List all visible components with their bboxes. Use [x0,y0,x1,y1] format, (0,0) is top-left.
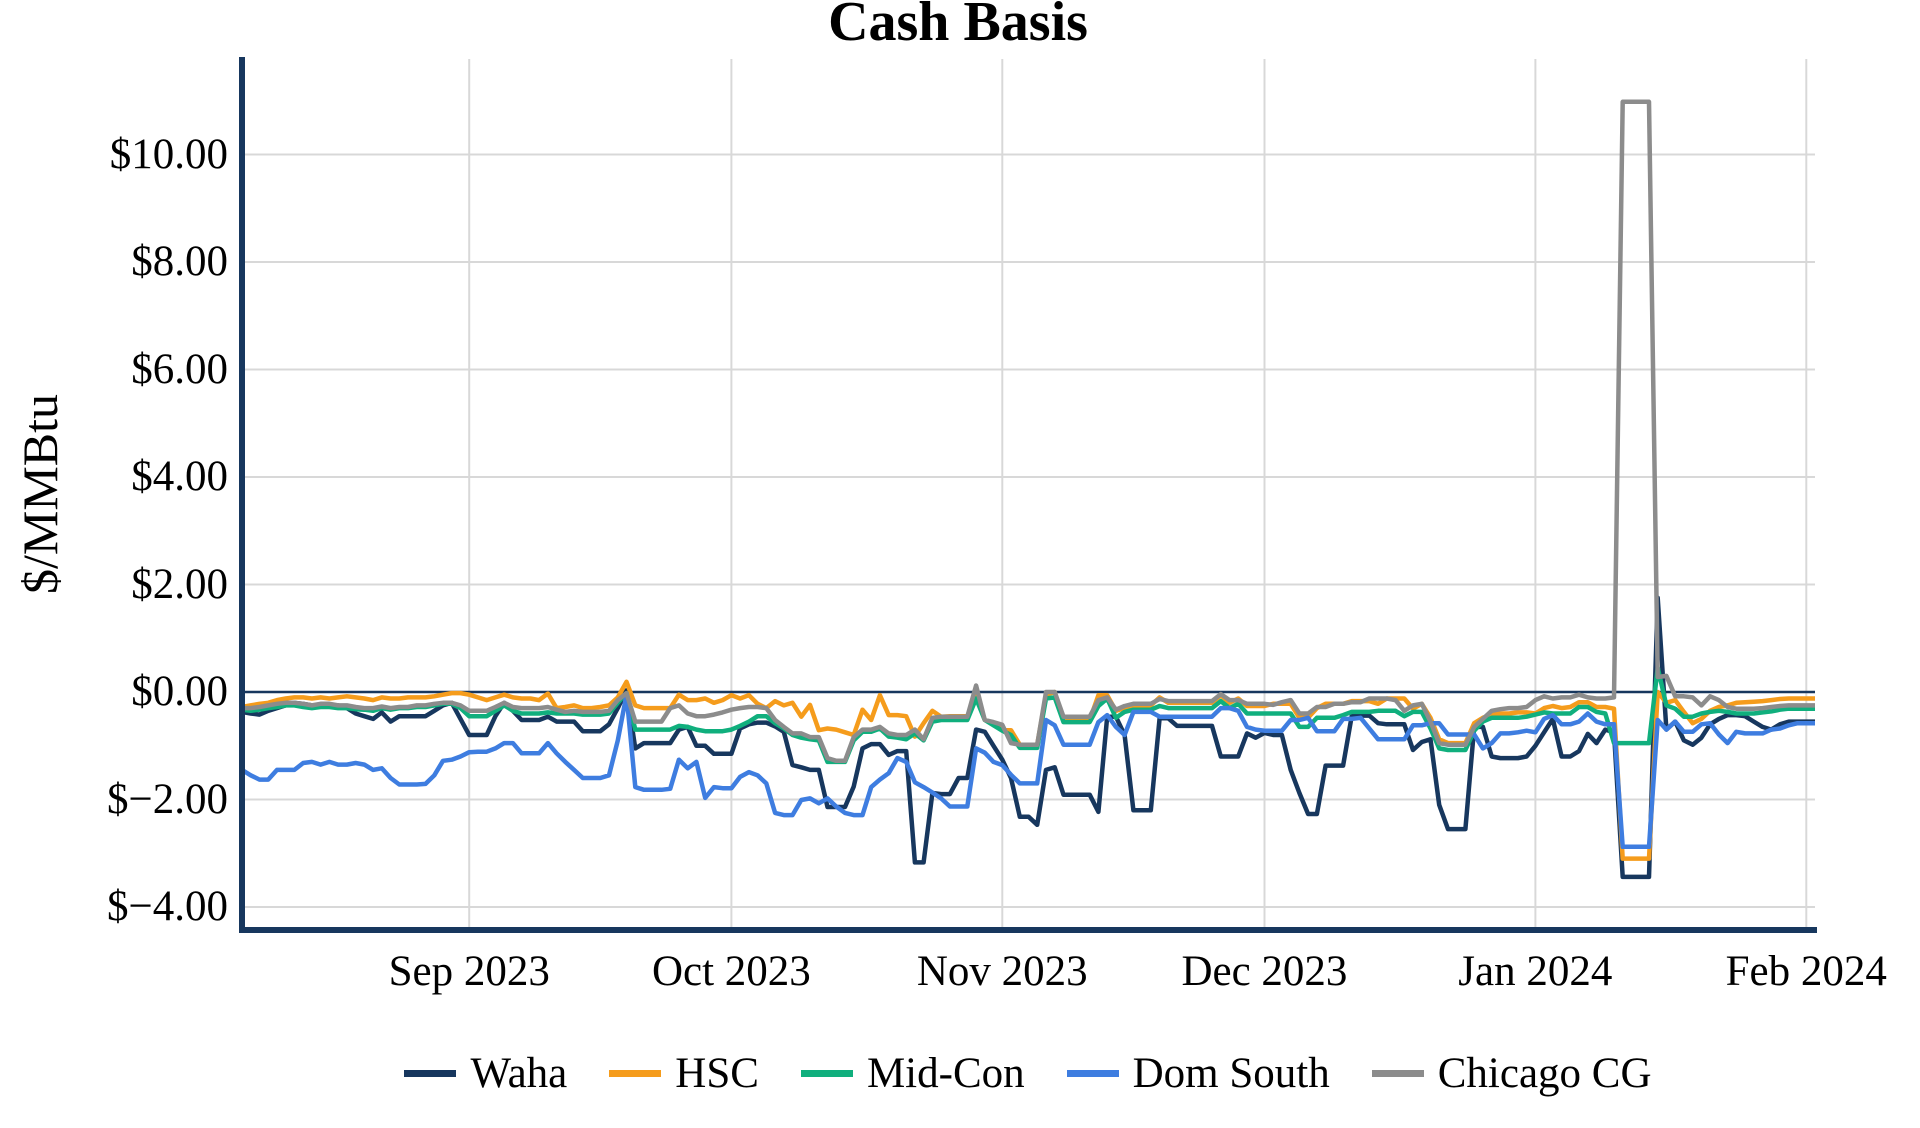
y-tick-label: $4.00 [131,453,228,500]
legend-swatch-hsc [609,1069,662,1077]
y-tick-label: $2.00 [131,560,228,608]
legend-label-mid-con: Mid-Con [866,1049,1025,1097]
legend-swatch-mid-con [800,1069,853,1077]
x-tick-label: Sep 2023 [388,948,550,995]
chart-title: Cash Basis [828,0,1088,53]
y-tick-label: $−2.00 [106,775,228,823]
y-tick-label: $0.00 [131,668,228,715]
y-tick-label: $10.00 [109,130,228,178]
legend-item-chicago-cg: Chicago CG [1371,1049,1652,1097]
series-line-dom-south [240,692,1815,850]
legend-label-chicago-cg: Chicago CG [1437,1049,1652,1097]
chart-legend: Waha HSC Mid-Con Dom South Chicago CG [68,1042,1920,1104]
y-tick-label: $6.00 [131,345,228,393]
x-tick-label: Feb 2024 [1725,948,1887,995]
legend-label-waha: Waha [470,1049,568,1097]
legend-item-hsc: HSC [609,1052,759,1095]
x-tick-label: Jan 2024 [1458,948,1613,995]
legend-swatch-dom-south [1066,1069,1119,1077]
y-tick-label: $−4.00 [106,883,228,930]
legend-item-mid-con: Mid-Con [800,1049,1025,1097]
legend-swatch-waha [404,1069,457,1077]
legend-swatch-chicago-cg [1371,1069,1424,1077]
legend-label-dom-south: Dom South [1132,1049,1330,1097]
series-line-waha [241,595,1815,880]
legend-item-dom-south: Dom South [1066,1049,1330,1097]
x-tick-label: Dec 2023 [1181,948,1348,995]
x-tick-label: Nov 2023 [916,948,1088,995]
series-line-chicago-cg [242,99,1815,764]
legend-label-hsc: HSC [675,1049,759,1097]
x-tick-label: Oct 2023 [651,948,811,995]
y-tick-label: $8.00 [131,238,228,285]
legend-item-waha: Waha [404,1052,567,1095]
